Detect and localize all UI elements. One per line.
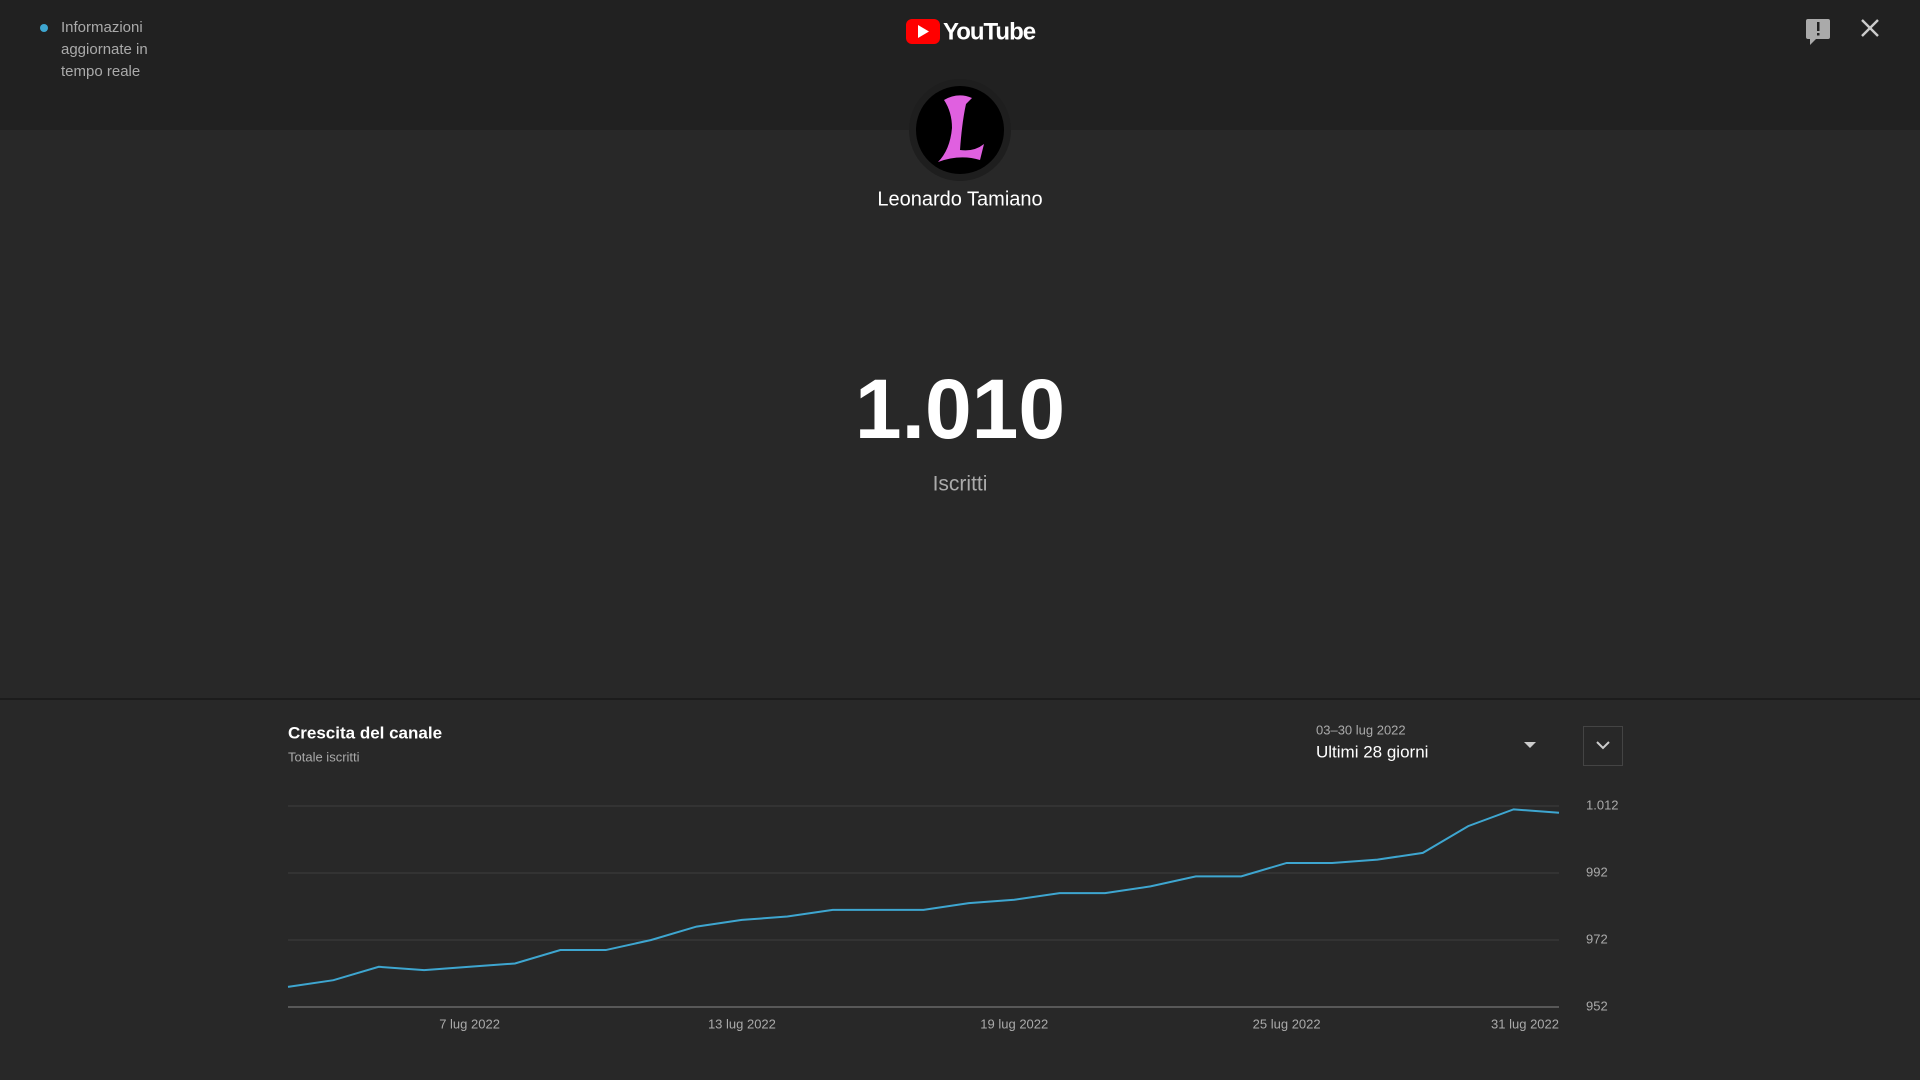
feedback-tail[interactable] xyxy=(1810,39,1816,45)
live-status-box: Informazioni aggiornate in tempo reale xyxy=(61,19,148,80)
y-tick-label: 992 xyxy=(1586,864,1608,879)
period[interactable]: Ultimi 28 giorni xyxy=(1316,742,1428,761)
live-dot xyxy=(40,24,48,32)
expand-chevron[interactable] xyxy=(1596,741,1610,750)
logo-text: YouTube xyxy=(943,18,1036,45)
x-tick-label: 7 lug 2022 xyxy=(439,1016,500,1031)
expand-button[interactable] xyxy=(1583,726,1623,766)
avatar-logo xyxy=(938,95,984,162)
logo-play xyxy=(918,25,929,38)
subscriber-label: Iscritti xyxy=(933,473,988,496)
x-tick-label: 19 lug 2022 xyxy=(980,1016,1048,1031)
line xyxy=(287,808,1560,988)
period-dropdown[interactable]: 03–30 lug 2022 Ultimi 28 giorni xyxy=(1316,722,1536,761)
x-tick-label: 25 lug 2022 xyxy=(1253,1016,1321,1031)
subscriber-count: 1.010 xyxy=(855,362,1065,456)
feedback-dot[interactable] xyxy=(1817,33,1820,36)
channel-name: Leonardo Tamiano xyxy=(877,188,1042,210)
chart-title: Crescita del canale xyxy=(288,723,442,742)
x-tick-label: 13 lug 2022 xyxy=(708,1016,776,1031)
x-tick-label: 31 lug 2022 xyxy=(1491,1016,1559,1031)
feedback-mark[interactable] xyxy=(1817,22,1820,31)
dropdown-caret[interactable] xyxy=(1524,742,1536,748)
chart-subtitle: Totale iscritti xyxy=(288,749,360,764)
y-tick-label: 952 xyxy=(1586,998,1608,1013)
close-stroke[interactable] xyxy=(1861,19,1879,37)
date-range[interactable]: 03–30 lug 2022 xyxy=(1316,722,1406,737)
close-button[interactable] xyxy=(1861,19,1879,37)
feedback-button[interactable] xyxy=(1806,19,1830,45)
y-tick-label: 1.012 xyxy=(1586,797,1619,812)
y-tick-label: 972 xyxy=(1586,931,1608,946)
expand-box[interactable] xyxy=(1583,726,1623,766)
live-status: Informazioni aggiornate in tempo reale xyxy=(61,19,148,80)
